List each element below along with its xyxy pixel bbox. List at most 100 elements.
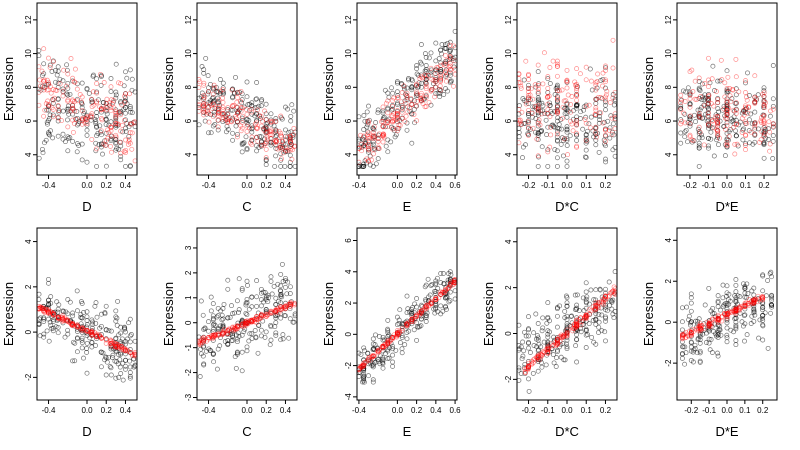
x-tick-label: 0.0 [561, 406, 573, 415]
observed-point [118, 350, 124, 356]
observed-point [113, 114, 119, 120]
observed-point [390, 103, 395, 108]
fitted-point [279, 133, 284, 139]
fitted-point [366, 134, 371, 140]
fitted-point [583, 314, 589, 320]
fitted-point [716, 317, 722, 323]
fitted-point [248, 317, 254, 323]
observed-point [737, 310, 743, 316]
observed-point [269, 291, 275, 297]
fitted-point [761, 118, 767, 124]
fitted-point [121, 118, 127, 123]
observed-point [450, 58, 456, 64]
observed-point [288, 284, 293, 290]
observed-point [404, 293, 410, 299]
fitted-point [98, 336, 104, 341]
observed-point [253, 334, 259, 340]
fitted-point [97, 333, 103, 339]
fitted-point [572, 324, 578, 329]
observed-point [239, 287, 245, 293]
observed-point [686, 313, 692, 319]
fitted-point [279, 156, 284, 162]
observed-point [265, 299, 271, 305]
observed-point [249, 294, 255, 300]
fitted-point [444, 57, 450, 63]
fitted-point [219, 332, 225, 338]
fitted-point [718, 57, 724, 63]
fitted-point [89, 333, 95, 338]
observed-point [603, 299, 608, 305]
fitted-point [377, 347, 382, 353]
observed-point [692, 342, 698, 348]
observed-point [225, 277, 231, 283]
observed-point [749, 121, 755, 127]
fitted-point [561, 136, 567, 142]
fitted-point [113, 110, 119, 116]
fitted-point [107, 143, 113, 149]
observed-point [706, 143, 711, 149]
x-tick-label: 0.4 [280, 181, 292, 190]
observed-point [518, 371, 524, 376]
observed-point [227, 314, 233, 320]
fitted-point [360, 362, 366, 368]
fitted-point [42, 310, 48, 315]
observed-point [717, 327, 723, 333]
fitted-point [715, 128, 721, 134]
fitted-point [563, 98, 569, 104]
observed-point [433, 298, 439, 304]
fitted-point [519, 109, 525, 115]
observed-point [70, 78, 76, 84]
observed-point [447, 276, 453, 282]
fitted-point [46, 310, 51, 316]
x-axis-label: D*C [555, 424, 579, 439]
fitted-point [234, 324, 240, 330]
observed-point [551, 337, 557, 343]
fitted-point [574, 120, 580, 126]
fitted-point [379, 119, 384, 125]
observed-point [230, 95, 236, 101]
fitted-point [244, 320, 250, 326]
observed-point [418, 313, 424, 319]
fitted-point [257, 316, 263, 322]
observed-point [438, 311, 444, 317]
fitted-point [394, 332, 400, 338]
observed-point [202, 325, 208, 331]
observed-point [583, 114, 589, 120]
observed-point [687, 101, 693, 107]
observed-point [435, 285, 441, 291]
fitted-point [422, 104, 428, 110]
observed-point [404, 127, 410, 133]
observed-point [682, 134, 688, 140]
observed-point [610, 311, 616, 317]
fitted-point [225, 329, 231, 335]
fitted-point [108, 340, 114, 346]
observed-point [715, 128, 721, 134]
fitted-point [82, 120, 88, 126]
observed-point [94, 89, 100, 95]
fitted-point [574, 323, 580, 329]
observed-point [220, 316, 226, 322]
fitted-point [64, 317, 70, 323]
observed-point [70, 106, 76, 112]
fitted-point [692, 96, 698, 102]
observed-point [574, 292, 580, 298]
fitted-point [394, 331, 400, 337]
observed-point [413, 93, 419, 99]
fitted-point [242, 321, 248, 327]
fitted-point [394, 331, 400, 337]
observed-point [130, 120, 136, 126]
observed-point [123, 351, 128, 357]
observed-point [62, 334, 68, 340]
fitted-point [254, 316, 260, 322]
observed-point [208, 112, 214, 118]
fitted-point [390, 118, 396, 124]
observed-point [102, 138, 108, 144]
observed-point [386, 332, 392, 338]
observed-point [370, 356, 376, 362]
observed-point [84, 159, 90, 165]
fitted-point [396, 122, 402, 128]
observed-point [516, 130, 522, 135]
fitted-point [98, 335, 104, 341]
